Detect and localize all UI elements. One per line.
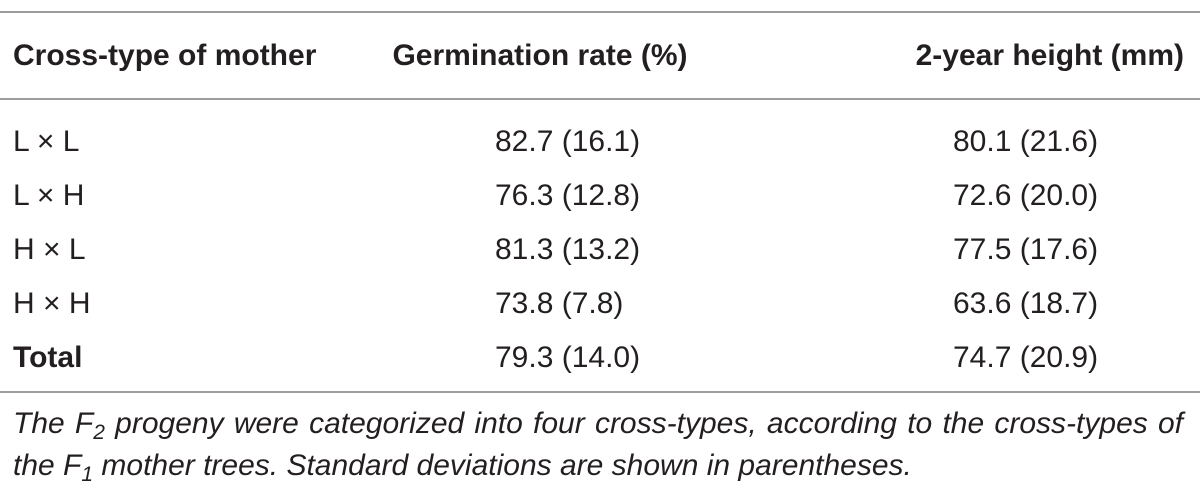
cell-height: 72.6 (20.0) bbox=[953, 179, 1099, 212]
header-row: Cross-type of mother Germination rate (%… bbox=[0, 13, 1200, 98]
footnote-text-3: mother trees. Standard deviations are sh… bbox=[93, 449, 912, 482]
cell-height: 63.6 (18.7) bbox=[953, 287, 1099, 320]
data-table: Cross-type of mother Germination rate (%… bbox=[0, 13, 1200, 385]
header-two-year-height: 2-year height (mm) bbox=[915, 38, 1184, 72]
header-cross-type: Cross-type of mother bbox=[13, 38, 317, 72]
table-row-total: Total 79.3 (14.0) 74.7 (20.9) bbox=[0, 331, 1200, 385]
cell-germination: 76.3 (12.8) bbox=[495, 179, 641, 212]
table-footnote: The F2 progeny were categorized into fou… bbox=[13, 403, 1183, 487]
top-rule bbox=[0, 11, 1200, 13]
footnote-text-1: The F bbox=[13, 407, 94, 440]
table-row: L × L 82.7 (16.1) 80.1 (21.6) bbox=[0, 115, 1200, 169]
bottom-rule bbox=[0, 391, 1200, 393]
table-row: L × H 76.3 (12.8) 72.6 (20.0) bbox=[0, 169, 1200, 223]
cell-germination: 79.3 (14.0) bbox=[495, 341, 641, 374]
footnote-text-2: progeny were categorized into four cross… bbox=[13, 407, 1183, 482]
table-row: H × L 81.3 (13.2) 77.5 (17.6) bbox=[0, 223, 1200, 277]
cell-height: 80.1 (21.6) bbox=[953, 125, 1099, 158]
cell-cross-type: H × H bbox=[13, 287, 91, 320]
header-rule bbox=[0, 98, 1200, 100]
table-row: H × H 73.8 (7.8) 63.6 (18.7) bbox=[0, 277, 1200, 331]
cell-cross-type: L × L bbox=[13, 125, 80, 158]
cell-cross-type-total: Total bbox=[13, 341, 83, 374]
cell-germination: 73.8 (7.8) bbox=[495, 287, 624, 320]
cell-germination: 82.7 (16.1) bbox=[495, 125, 641, 158]
cell-germination: 81.3 (13.2) bbox=[495, 233, 641, 266]
footnote-subscript-f2: 2 bbox=[93, 421, 105, 444]
header-germination-rate: Germination rate (%) bbox=[392, 38, 688, 72]
cell-cross-type: H × L bbox=[13, 233, 86, 266]
cell-cross-type: L × H bbox=[13, 179, 85, 212]
cell-height: 74.7 (20.9) bbox=[953, 341, 1099, 374]
cell-height: 77.5 (17.6) bbox=[953, 233, 1099, 266]
footnote-subscript-f1: 1 bbox=[81, 463, 94, 486]
